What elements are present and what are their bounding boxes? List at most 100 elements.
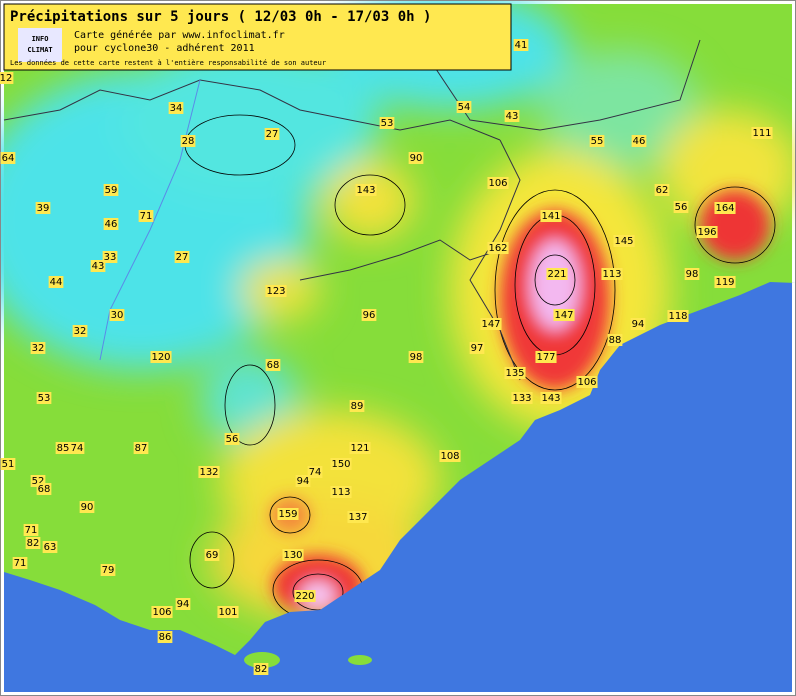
station-value: 64 xyxy=(2,153,15,164)
label-box xyxy=(180,135,196,147)
station-value: 56 xyxy=(226,434,239,445)
station-value: 33 xyxy=(104,252,117,263)
label-box xyxy=(513,39,529,51)
station-value: 135 xyxy=(505,368,524,379)
label-box xyxy=(576,376,598,388)
station-value: 56 xyxy=(675,202,688,213)
label-box xyxy=(546,268,568,280)
label-box xyxy=(151,606,173,618)
station-value: 55 xyxy=(591,136,604,147)
station-value: 106 xyxy=(488,178,507,189)
station-value: 71 xyxy=(140,211,153,222)
station-value: 150 xyxy=(331,459,350,470)
station-value: 32 xyxy=(32,343,45,354)
label-box xyxy=(330,458,352,470)
label-box xyxy=(330,486,352,498)
label-box xyxy=(295,475,311,487)
label-box xyxy=(601,268,623,280)
label-box xyxy=(198,466,220,478)
label-box xyxy=(469,342,485,354)
label-box xyxy=(696,226,718,238)
station-value: 63 xyxy=(44,542,57,553)
label-box xyxy=(36,483,52,495)
label-box xyxy=(535,351,557,363)
label-box xyxy=(157,631,173,643)
station-value: 27 xyxy=(176,252,189,263)
label-box xyxy=(0,72,14,84)
station-value: 101 xyxy=(218,607,237,618)
header-line: Carte générée par www.infoclimat.fr xyxy=(74,29,285,41)
label-box xyxy=(349,400,365,412)
label-box xyxy=(0,152,16,164)
label-box xyxy=(103,184,119,196)
label-box xyxy=(456,101,472,113)
label-box xyxy=(480,318,502,330)
label-box xyxy=(265,285,287,297)
label-box xyxy=(408,152,424,164)
label-box xyxy=(42,541,58,553)
label-box xyxy=(282,549,304,561)
station-value: 111 xyxy=(752,128,771,139)
station-value: 123 xyxy=(266,286,285,297)
label-box xyxy=(504,367,526,379)
label-box xyxy=(69,442,85,454)
header-box xyxy=(3,3,512,71)
label-box xyxy=(55,442,71,454)
label-box xyxy=(265,359,281,371)
station-value: 88 xyxy=(609,335,622,346)
station-value: 94 xyxy=(297,476,310,487)
logo-bottom: CLIMAT xyxy=(27,46,52,54)
label-box xyxy=(347,511,369,523)
station-value: 34 xyxy=(170,103,183,114)
station-value: 59 xyxy=(105,185,118,196)
label-box xyxy=(224,433,240,445)
logo-top: INFO xyxy=(32,35,49,43)
label-box xyxy=(36,392,52,404)
label-box xyxy=(361,309,377,321)
label-box xyxy=(35,202,51,214)
station-value: 87 xyxy=(135,443,148,454)
station-value: 137 xyxy=(348,512,367,523)
label-box xyxy=(133,442,149,454)
station-value: 74 xyxy=(309,467,322,478)
label-box xyxy=(294,590,316,602)
station-value: 113 xyxy=(331,487,350,498)
label-box xyxy=(631,135,647,147)
station-value: 121 xyxy=(350,443,369,454)
station-value: 85 xyxy=(57,443,70,454)
station-value: 98 xyxy=(686,269,699,280)
label-box xyxy=(553,309,575,321)
station-value: 141 xyxy=(541,211,560,222)
station-value: 54 xyxy=(458,102,471,113)
station-value: 132 xyxy=(199,467,218,478)
station-value: 53 xyxy=(381,118,394,129)
header: Précipitations sur 5 jours ( 12/03 0h - … xyxy=(3,3,512,71)
label-box xyxy=(607,334,623,346)
label-box xyxy=(72,325,88,337)
label-box xyxy=(349,442,371,454)
station-value: 71 xyxy=(14,558,27,569)
label-box xyxy=(0,458,16,470)
station-value: 96 xyxy=(363,310,376,321)
logo xyxy=(18,28,62,62)
label-box xyxy=(12,557,28,569)
station-value: 89 xyxy=(351,401,364,412)
station-value: 133 xyxy=(512,393,531,404)
label-box xyxy=(30,342,46,354)
station-value: 143 xyxy=(356,185,375,196)
station-value: 32 xyxy=(74,326,87,337)
label-box xyxy=(630,318,646,330)
station-value: 147 xyxy=(554,310,573,321)
station-value: 53 xyxy=(38,393,51,404)
station-value: 30 xyxy=(111,310,124,321)
label-box xyxy=(355,184,377,196)
station-value: 130 xyxy=(283,550,302,561)
label-box xyxy=(654,184,670,196)
label-box xyxy=(511,392,533,404)
label-box xyxy=(504,110,520,122)
label-box xyxy=(439,450,461,462)
label-box xyxy=(217,606,239,618)
station-value: 113 xyxy=(602,269,621,280)
label-box xyxy=(253,663,269,675)
